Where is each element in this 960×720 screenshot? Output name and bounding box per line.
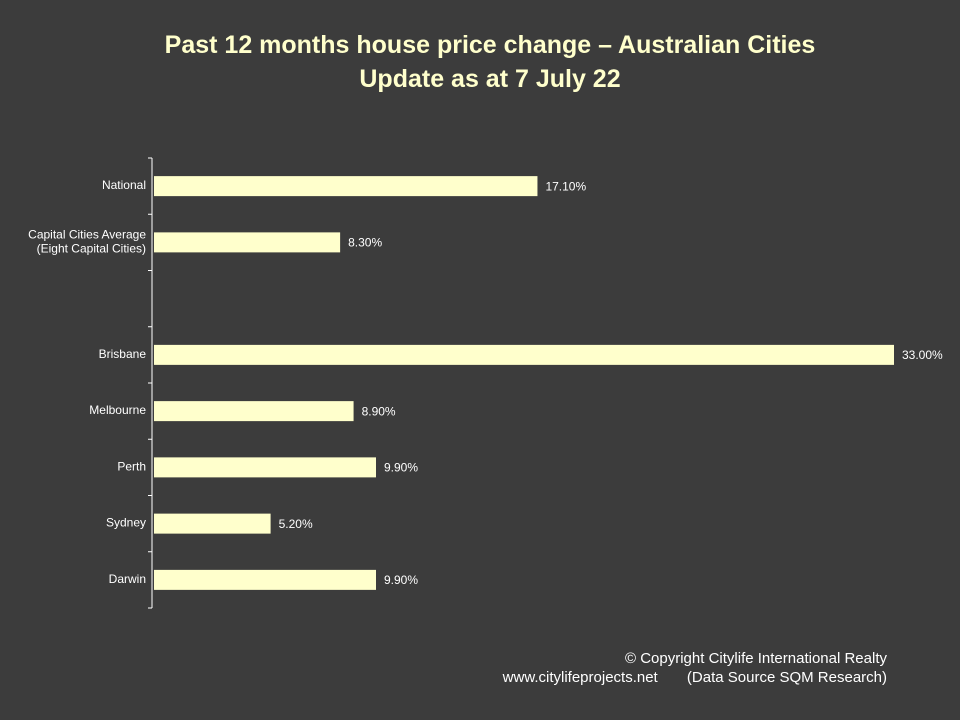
category-label: Brisbane [99,347,147,361]
category-label: Darwin [109,572,146,586]
category-label: National [102,178,146,192]
data-label: 33.00% [902,348,943,362]
category-label: Capital Cities Average (Eight Capital Cit… [28,228,146,256]
data-label: 8.30% [348,236,382,250]
bar [154,344,894,365]
chart-title: Past 12 months house price change – Aust… [0,28,960,96]
footer-line2: www.citylifeprojects.net (Data Source SQ… [503,668,887,687]
footer-copyright: © Copyright Citylife International Realt… [624,650,887,667]
bar [154,569,376,590]
data-label: 5.20% [279,517,313,531]
data-label: 8.90% [362,404,396,418]
footer-website: www.citylifeprojects.net [502,669,658,686]
bar [154,401,354,422]
bar [154,457,376,478]
chart-title-line2: Update as at 7 July 22 [359,65,621,93]
data-label: 9.90% [384,573,418,587]
bar [154,232,341,253]
data-label: 17.10% [545,179,586,193]
category-label: Sydney [106,516,146,530]
footer-source: (Data Source SQM Research) [686,669,887,686]
data-label: 9.90% [384,461,418,475]
bar [154,176,538,197]
footer: © Copyright Citylife International Realt… [503,649,887,687]
bar [154,513,271,534]
chart-title-line1: Past 12 months house price change – Aust… [164,31,816,59]
category-label: Perth [117,460,146,474]
category-label: Melbourne [89,403,146,417]
